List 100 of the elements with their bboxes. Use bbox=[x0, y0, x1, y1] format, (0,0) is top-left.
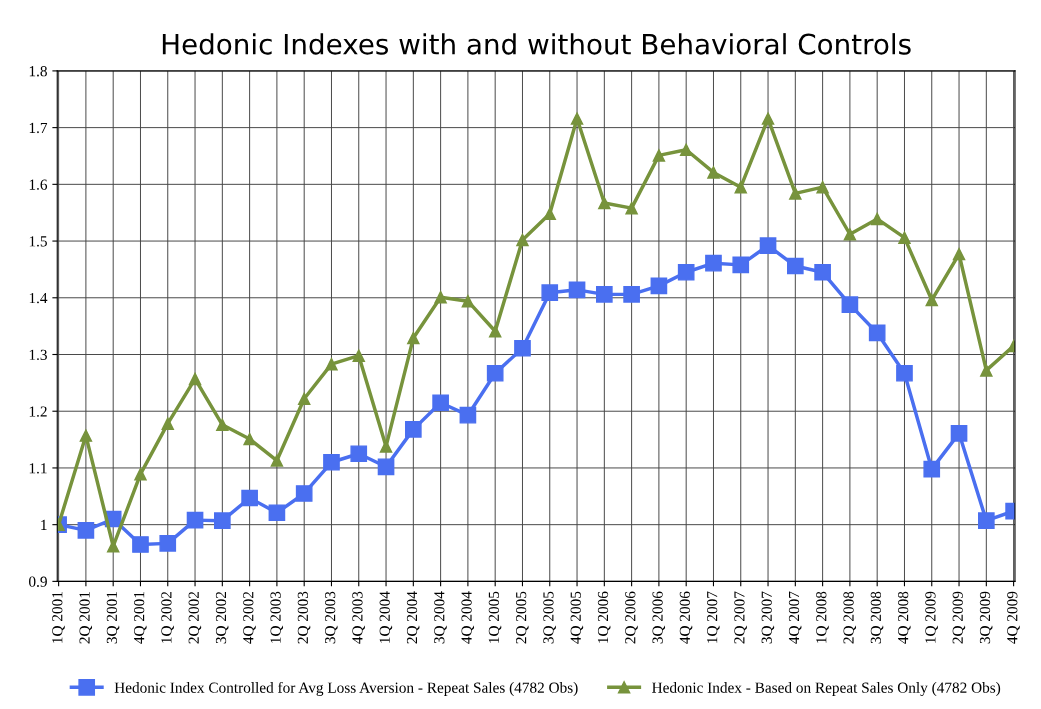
x-tick-label: 3Q 2008 bbox=[870, 591, 884, 644]
point bbox=[295, 485, 313, 502]
point bbox=[514, 339, 531, 357]
point bbox=[134, 467, 147, 481]
x-tick-label: 4Q 2003 bbox=[352, 591, 365, 644]
point bbox=[568, 281, 586, 299]
point bbox=[516, 233, 529, 247]
point bbox=[325, 357, 338, 371]
x-tick-label: 2Q 2006 bbox=[625, 591, 638, 644]
point bbox=[407, 331, 420, 345]
x-tick-label: 2Q 2005 bbox=[515, 591, 529, 644]
point bbox=[541, 284, 559, 302]
point bbox=[461, 294, 475, 308]
point bbox=[595, 286, 613, 303]
point bbox=[243, 432, 256, 446]
point bbox=[868, 324, 886, 342]
point bbox=[270, 454, 284, 467]
point bbox=[732, 256, 750, 274]
point bbox=[352, 349, 366, 362]
x-tick-label: 4Q 2001 bbox=[133, 592, 147, 644]
point bbox=[213, 512, 231, 530]
point bbox=[707, 166, 720, 179]
x-tick-label: 1Q 2004 bbox=[379, 591, 393, 643]
x-tick-label: 4Q 2007 bbox=[788, 591, 802, 644]
point bbox=[77, 521, 95, 539]
legend-label: Hedonic Index Controlled for Avg Loss Aversion - Repeat Sales (4782 Obs) bbox=[114, 681, 578, 696]
point bbox=[950, 425, 968, 442]
point bbox=[761, 112, 775, 125]
point bbox=[79, 429, 93, 442]
point bbox=[923, 460, 941, 478]
y-tick-label: 1.2 bbox=[29, 406, 47, 417]
point bbox=[925, 293, 939, 307]
x-tick-label: 4Q 2004 bbox=[461, 591, 475, 644]
x-tick-label: 4Q 2005 bbox=[570, 591, 584, 644]
point bbox=[652, 149, 666, 162]
point bbox=[570, 112, 584, 125]
legend-label: Hedonic Index - Based on Repeat Sales Only (4782 Obs) bbox=[652, 682, 1001, 696]
x-tick-label: 1Q 2001 bbox=[52, 592, 65, 643]
point bbox=[434, 290, 447, 304]
point bbox=[786, 257, 804, 275]
point bbox=[759, 237, 777, 254]
x-tick-label: 1Q 2005 bbox=[488, 591, 502, 643]
x-tick-label: 1Q 2003 bbox=[270, 591, 284, 643]
x-tick-label: 2Q 2004 bbox=[406, 591, 420, 644]
point bbox=[404, 421, 422, 438]
x-tick-label: 1Q 2007 bbox=[706, 591, 720, 643]
point bbox=[188, 372, 202, 386]
point bbox=[980, 364, 993, 377]
x-tick-label: 2Q 2008 bbox=[843, 591, 857, 644]
point bbox=[898, 231, 911, 244]
x-tick-label: 2Q 2002 bbox=[188, 591, 202, 644]
point bbox=[459, 406, 477, 424]
point bbox=[543, 207, 557, 221]
x-tick-label: 3Q 2004 bbox=[434, 591, 447, 644]
y-tick-label: 1.6 bbox=[29, 179, 48, 190]
point bbox=[106, 539, 120, 553]
y-tick-label: 1.4 bbox=[29, 292, 48, 304]
point bbox=[486, 364, 504, 382]
x-tick-label: 3Q 2006 bbox=[652, 591, 666, 644]
point bbox=[625, 201, 638, 215]
point bbox=[432, 394, 449, 412]
x-tick-label: 4Q 2006 bbox=[679, 591, 693, 644]
x-tick-label: 3Q 2001 bbox=[106, 592, 120, 644]
point bbox=[159, 535, 177, 552]
point bbox=[377, 458, 395, 476]
point bbox=[488, 324, 502, 338]
x-tick-label: 3Q 2005 bbox=[543, 591, 556, 644]
x-tick-label: 2Q 2007 bbox=[734, 591, 747, 644]
y-tick-label: 1.5 bbox=[29, 236, 47, 247]
x-tick-label: 2Q 2001 bbox=[79, 592, 93, 644]
point bbox=[161, 417, 175, 430]
y-tick-label: 1.8 bbox=[29, 66, 47, 77]
point bbox=[977, 512, 995, 530]
point bbox=[734, 180, 748, 194]
point bbox=[350, 445, 368, 463]
x-tick-label: 2Q 2009 bbox=[952, 591, 966, 644]
chart-title: Hedonic Indexes with and without Behavioral Controls bbox=[162, 33, 911, 55]
y-tick-label: 1 bbox=[41, 519, 47, 530]
x-tick-label: 4Q 2009 bbox=[1007, 591, 1020, 644]
y-tick-label: 1.3 bbox=[29, 349, 47, 361]
point bbox=[843, 228, 857, 241]
x-tick-label: 3Q 2002 bbox=[215, 591, 229, 644]
point bbox=[650, 277, 668, 295]
x-tick-label: 1Q 2009 bbox=[925, 591, 938, 643]
y-tick-label: 1.7 bbox=[29, 122, 48, 134]
x-tick-label: 3Q 2009 bbox=[979, 591, 993, 644]
x-tick-label: 3Q 2003 bbox=[324, 591, 338, 644]
point bbox=[816, 180, 829, 194]
point bbox=[814, 263, 831, 281]
x-tick-label: 1Q 2002 bbox=[161, 591, 174, 643]
point bbox=[677, 263, 695, 281]
point bbox=[896, 364, 913, 382]
point bbox=[186, 511, 204, 529]
point bbox=[623, 286, 640, 303]
y-tick-label: 1.1 bbox=[29, 463, 47, 474]
point bbox=[841, 296, 859, 313]
point bbox=[297, 392, 311, 405]
x-tick-label: 1Q 2008 bbox=[816, 591, 829, 643]
x-tick-label: 4Q 2002 bbox=[243, 591, 256, 644]
point bbox=[870, 212, 884, 226]
